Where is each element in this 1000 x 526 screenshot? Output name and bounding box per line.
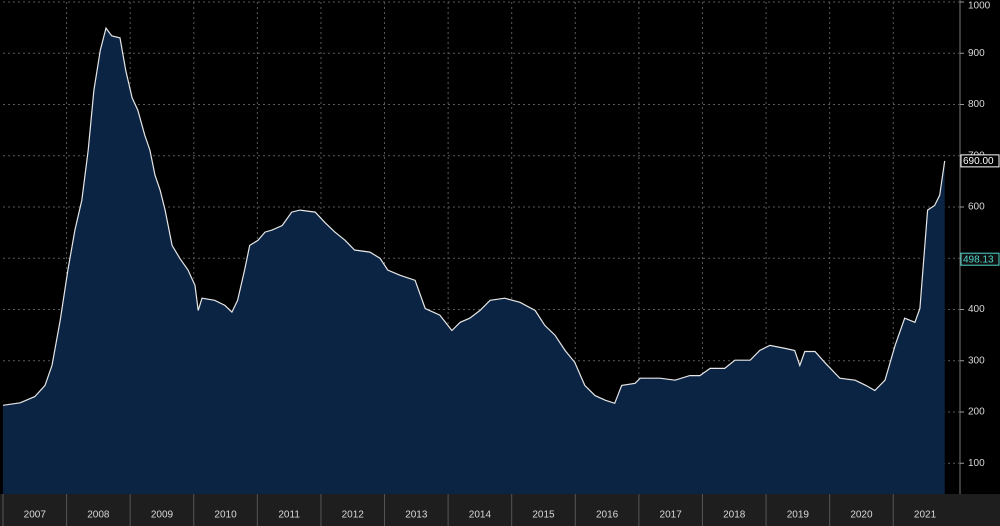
x-tick-label: 2019 — [787, 510, 810, 521]
x-tick-label: 2011 — [278, 510, 300, 521]
x-tick-label: 2010 — [214, 510, 237, 521]
x-tick-label: 2009 — [151, 510, 174, 521]
x-tick-label: 2020 — [850, 510, 873, 521]
x-tick-label: 2008 — [87, 510, 110, 521]
x-tick-label: 2012 — [342, 510, 365, 521]
y-tick-label: 100 — [968, 458, 985, 469]
y-tick-label: 900 — [968, 48, 985, 59]
x-tick-label: 2021 — [914, 510, 937, 521]
value-tag-label: 498.13 — [963, 254, 994, 265]
y-tick-label: 300 — [968, 355, 985, 366]
x-axis-band — [0, 494, 1000, 526]
value-tag — [960, 154, 1000, 168]
x-tick-label: 2016 — [596, 510, 619, 521]
x-tick-label: 2018 — [723, 510, 746, 521]
y-tick-label: 600 — [968, 202, 985, 213]
x-tick-label: 2014 — [469, 510, 492, 521]
value-tag — [960, 252, 1000, 266]
y-tick-label: 800 — [968, 99, 985, 110]
x-tick-label: 2007 — [24, 510, 47, 521]
y-tick-label: 200 — [968, 407, 985, 418]
x-tick-label: 2017 — [660, 510, 683, 521]
x-tick-label: 2013 — [405, 510, 428, 521]
area — [3, 28, 945, 494]
y-tick-label: 1000 — [968, 1, 991, 12]
line — [2, 26, 946, 406]
y-tick-label: 400 — [968, 304, 985, 315]
value-tag-label: 690.00 — [963, 156, 994, 167]
x-tick-label: 2015 — [532, 510, 555, 521]
